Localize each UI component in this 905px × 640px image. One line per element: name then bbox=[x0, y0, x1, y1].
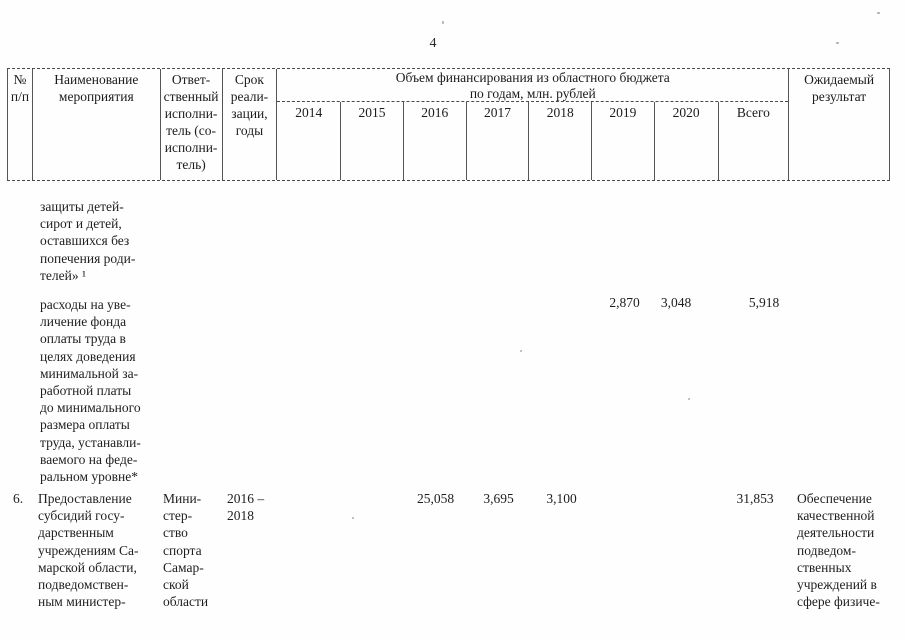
row6-value-2017: 3,695 bbox=[483, 491, 514, 506]
header-year-2019: 2019 bbox=[592, 102, 655, 180]
header-group-funding-volume: Объем финансирования из областного бюдже… bbox=[277, 69, 790, 180]
subitem-value-2019: 2,870 bbox=[609, 295, 640, 310]
page-number: 4 bbox=[429, 36, 437, 51]
header-year-2014: 2014 bbox=[277, 102, 342, 180]
header-cell-number: № п/п bbox=[8, 69, 33, 180]
header-funding-title: Объем финансирования из областного бюдже… bbox=[277, 69, 789, 102]
row6-implementation-period: 2016 – 2018 bbox=[227, 491, 265, 524]
header-year-row: 2014 2015 2016 2017 2018 2019 2020 Всего bbox=[277, 102, 788, 180]
header-year-2018: 2018 bbox=[529, 102, 593, 180]
scan-speck bbox=[836, 42, 839, 44]
header-cell-expected-result: Ожидаемый результат bbox=[804, 72, 875, 104]
header-year-2016: 2016 bbox=[404, 102, 467, 180]
row6-value-2016: 25,058 bbox=[416, 491, 455, 506]
header-year-2017: 2017 bbox=[467, 102, 530, 180]
scan-speck bbox=[877, 12, 880, 14]
row6-activity-name: Предоставление субсидий госу- дарственны… bbox=[38, 491, 139, 610]
header-cell-activity-name: Наименование мероприятия bbox=[33, 69, 161, 180]
row-subitem-activity-name: расходы на уве- личение фонда оплаты тру… bbox=[40, 297, 141, 485]
row6-expected-result: Обеспечение качественной деятельности по… bbox=[797, 491, 880, 610]
header-year-total: Всего bbox=[736, 105, 770, 120]
scan-speck bbox=[520, 350, 522, 352]
scan-speck bbox=[352, 517, 354, 519]
scan-speck bbox=[688, 398, 690, 400]
scan-speck bbox=[442, 21, 444, 24]
header-cell-implementation-period: Срок реали- зации, годы bbox=[223, 69, 278, 180]
row6-value-2018: 3,100 bbox=[546, 491, 577, 506]
row6-value-total: 31,853 bbox=[736, 491, 774, 506]
subitem-value-total: 5,918 bbox=[748, 295, 780, 310]
header-year-2015: 2015 bbox=[341, 102, 404, 180]
subitem-value-2020: 3,048 bbox=[660, 295, 692, 310]
row-continuation-activity-name: защиты детей- сирот и детей, оставшихся … bbox=[40, 199, 136, 283]
header-year-2020: 2020 bbox=[655, 102, 719, 180]
header-cell-responsible-executor: Ответ- ственный исполни- тель (со- испол… bbox=[161, 69, 223, 180]
row6-responsible-executor: Мини- стер- ство спорта Самар- ской обла… bbox=[163, 491, 209, 610]
row6-number: 6. bbox=[13, 491, 24, 506]
table-header: № п/п Наименование мероприятия Ответ- ст… bbox=[7, 68, 890, 181]
